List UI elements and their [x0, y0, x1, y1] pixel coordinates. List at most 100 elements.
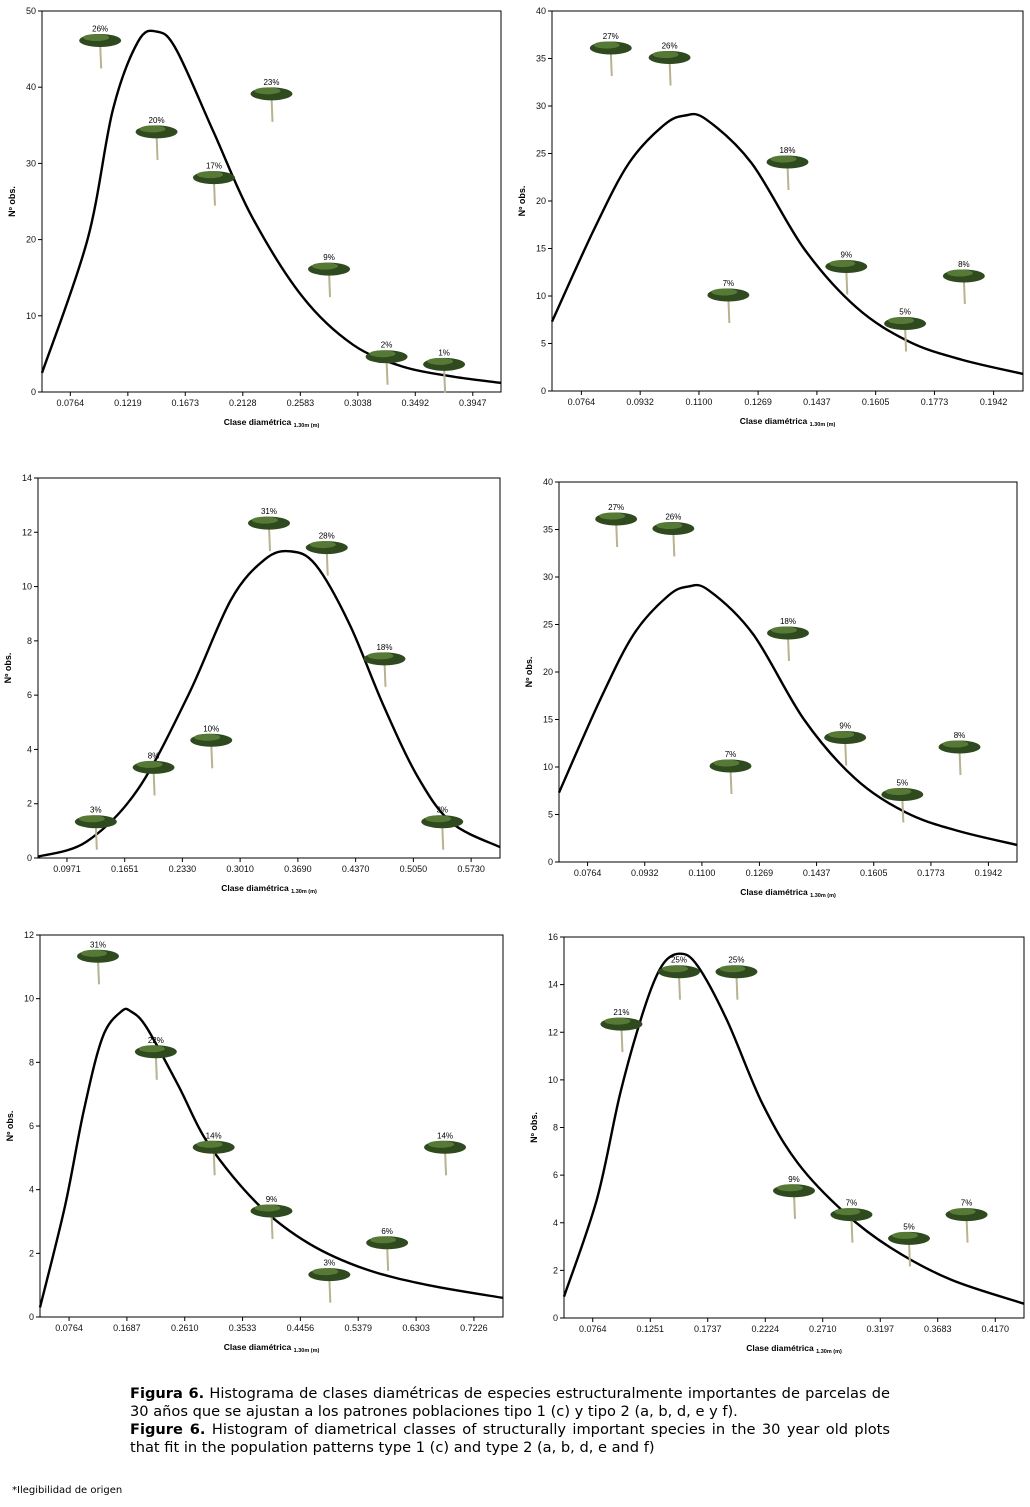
- y-tick-label: 6: [29, 1121, 34, 1131]
- data-label: 9%: [266, 1195, 278, 1204]
- tree-canopy-highlight: [428, 1140, 455, 1148]
- data-point: 7%: [830, 1199, 873, 1243]
- data-label: 27%: [603, 32, 619, 41]
- tree-icon: [74, 815, 117, 850]
- tree-canopy-highlight: [309, 541, 336, 549]
- x-axis-label: Clase diamétrica 1.30m (m): [224, 417, 320, 429]
- chart-panel-d: 0 5 10 15 20 25 30 35 40 0.0764 0.0932 0.1100 0.1269…: [515, 470, 1030, 910]
- tree-icon: [190, 733, 233, 769]
- tree-canopy-highlight: [829, 260, 856, 267]
- tree-icon: [715, 965, 758, 1000]
- tree-icon: [938, 740, 981, 776]
- y-tick-label: 16: [548, 932, 558, 942]
- tree-canopy-highlight: [892, 1231, 918, 1239]
- data-label: 8%: [148, 751, 160, 760]
- tree-trunk: [270, 1213, 274, 1239]
- tree-trunk: [270, 96, 274, 122]
- tree-trunk: [155, 134, 159, 160]
- tree-icon: [707, 288, 750, 324]
- tree-trunk: [845, 269, 849, 295]
- y-tick-label: 40: [536, 6, 546, 16]
- tree-icon: [424, 1140, 467, 1176]
- data-point: 9%: [773, 1175, 815, 1219]
- tree-icon: [250, 87, 293, 122]
- fitted-curve: [40, 29, 502, 385]
- x-tick-label: 0.7226: [460, 1323, 488, 1333]
- tree-icon: [248, 516, 290, 552]
- data-point: 27%: [589, 32, 632, 77]
- tree-icon: [308, 262, 351, 298]
- y-tick-label: 4: [553, 1218, 558, 1228]
- data-label: 20%: [149, 116, 165, 125]
- tree-canopy-highlight: [942, 740, 969, 748]
- data-point: 3%: [74, 806, 117, 850]
- x-axis-label-subscript: 1.30m (m): [294, 423, 320, 429]
- tree-trunk: [786, 164, 790, 191]
- x-axis-label-subscript: 1.30m (m): [810, 422, 836, 428]
- tree-icon: [77, 949, 120, 985]
- tree-canopy-highlight: [771, 626, 797, 634]
- y-tick-label: 10: [543, 762, 553, 772]
- tree-trunk: [793, 1193, 796, 1219]
- data-point: 3%: [421, 806, 464, 850]
- tree-trunk: [672, 531, 676, 557]
- y-tick-label: 10: [22, 582, 32, 592]
- data-point: 2%: [365, 341, 408, 385]
- tree-icon: [305, 541, 348, 576]
- x-tick-label: 0.1100: [686, 397, 713, 407]
- plot-frame: [37, 477, 501, 859]
- figure-caption: Figura 6. Histograma de clases diamétric…: [130, 1385, 890, 1457]
- x-tick-label: 0.0764: [574, 868, 602, 878]
- data-label: 7%: [725, 750, 737, 759]
- caption-es-label: Figura 6.: [130, 1385, 205, 1402]
- plot-frame: [563, 936, 1025, 1319]
- x-tick-label: 0.1673: [171, 398, 199, 408]
- tree-icon: [423, 357, 466, 393]
- x-tick-label: 0.0764: [57, 398, 85, 408]
- tree-canopy-highlight: [367, 652, 394, 660]
- tree-trunk: [443, 367, 447, 393]
- tree-canopy-highlight: [834, 1208, 861, 1216]
- tree-trunk: [268, 526, 271, 552]
- x-tick-label: 0.1651: [111, 864, 139, 874]
- tree-icon: [825, 260, 868, 295]
- data-point: 27%: [595, 503, 638, 548]
- tree-trunk: [787, 635, 790, 662]
- data-label: 7%: [846, 1199, 858, 1208]
- tree-trunk: [901, 797, 905, 823]
- tree-trunk: [444, 1150, 448, 1176]
- data-point: 18%: [363, 643, 406, 687]
- tree-icon: [881, 788, 924, 823]
- y-tick-label: 10: [548, 1075, 558, 1085]
- tree-icon: [942, 269, 985, 305]
- chart-panel-c: 0 2 4 6 8 10 12 14 0.0971 0.1651 0.2330 0.3010 0.369…: [0, 465, 515, 905]
- tree-icon: [192, 1140, 235, 1176]
- x-tick-label: 0.3010: [226, 864, 254, 874]
- x-tick-label: 0.5379: [344, 1323, 372, 1333]
- tree-trunk: [94, 824, 98, 850]
- tree-canopy-highlight: [719, 965, 746, 973]
- tree-trunk: [383, 661, 387, 687]
- y-tick-label: 12: [548, 1027, 558, 1037]
- data-point: 3%: [308, 1259, 351, 1303]
- y-tick-label: 25: [536, 149, 546, 159]
- chart-panel-a: 0 10 20 30 40 50 0.0764 0.1219 0.1673 0.2128 0.258…: [0, 0, 515, 440]
- y-axis-label: Nº obs.: [3, 653, 13, 684]
- data-point: 5%: [881, 779, 924, 823]
- tree-icon: [421, 815, 464, 850]
- data-label: 25%: [728, 956, 744, 965]
- data-point: 17%: [192, 162, 235, 206]
- tree-icon: [824, 731, 867, 766]
- data-point: 18%: [767, 617, 809, 662]
- tree-icon: [595, 512, 638, 548]
- x-tick-label: 0.3197: [867, 1324, 895, 1334]
- y-tick-label: 12: [24, 930, 34, 940]
- x-tick-label: 0.4456: [287, 1323, 315, 1333]
- tree-trunk: [850, 1217, 854, 1243]
- tree-canopy-highlight: [83, 33, 110, 41]
- tree-canopy-highlight: [604, 1017, 631, 1025]
- tree-icon: [308, 1268, 351, 1303]
- y-tick-label: 25: [543, 620, 553, 630]
- tree-icon: [365, 350, 408, 385]
- tree-icon: [366, 1236, 409, 1271]
